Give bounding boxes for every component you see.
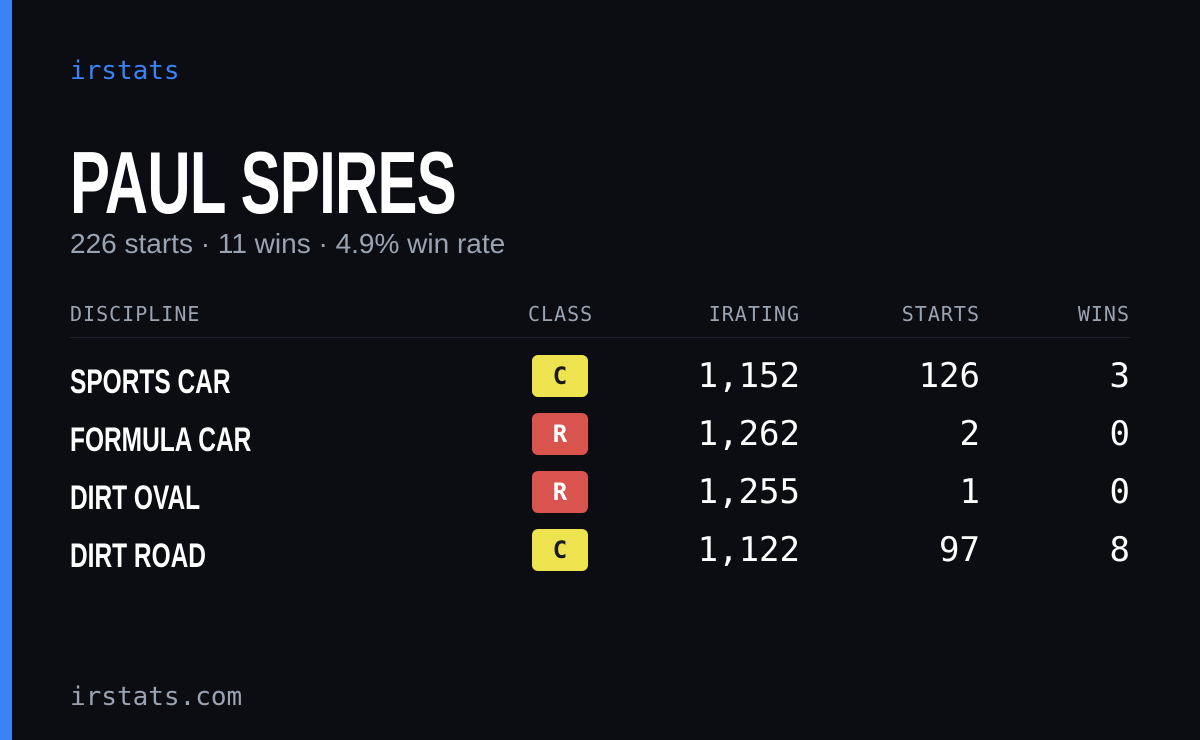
class-badge: R: [532, 471, 588, 513]
starts: 1: [959, 472, 980, 512]
discipline: SPORTS CAR: [70, 363, 231, 401]
irating: 1,255: [697, 472, 800, 512]
irating: 1,262: [697, 414, 800, 454]
driver-name: PAUL SPIRES: [70, 133, 457, 232]
class-badge: C: [532, 529, 588, 571]
irating: 1,152: [697, 356, 800, 396]
column-header: DISCIPLINE: [70, 302, 201, 326]
column-header: WINS: [1077, 302, 1130, 326]
class-badge: C: [532, 355, 588, 397]
discipline: DIRT OVAL: [70, 479, 201, 517]
wins: 0: [1109, 472, 1130, 512]
discipline: DIRT ROAD: [70, 537, 207, 575]
irating: 1,122: [697, 530, 800, 570]
wins: 3: [1109, 356, 1130, 396]
column-header: IRATING: [708, 302, 800, 326]
footer: irstats.com: [70, 682, 243, 712]
column-header: CLASS: [528, 302, 594, 326]
discipline: FORMULA CAR: [70, 421, 252, 459]
header-rule: [70, 337, 1130, 338]
class-badge: R: [532, 413, 588, 455]
wins: 0: [1109, 414, 1130, 454]
column-header: STARTS: [901, 302, 980, 326]
starts: 2: [959, 414, 980, 454]
starts: 126: [918, 356, 980, 396]
brand: irstats: [70, 56, 180, 86]
wins: 8: [1109, 530, 1130, 570]
accent-bar: [0, 0, 12, 740]
driver-summary: 226 starts · 11 wins · 4.9% win rate: [70, 228, 506, 259]
starts: 97: [939, 530, 980, 570]
